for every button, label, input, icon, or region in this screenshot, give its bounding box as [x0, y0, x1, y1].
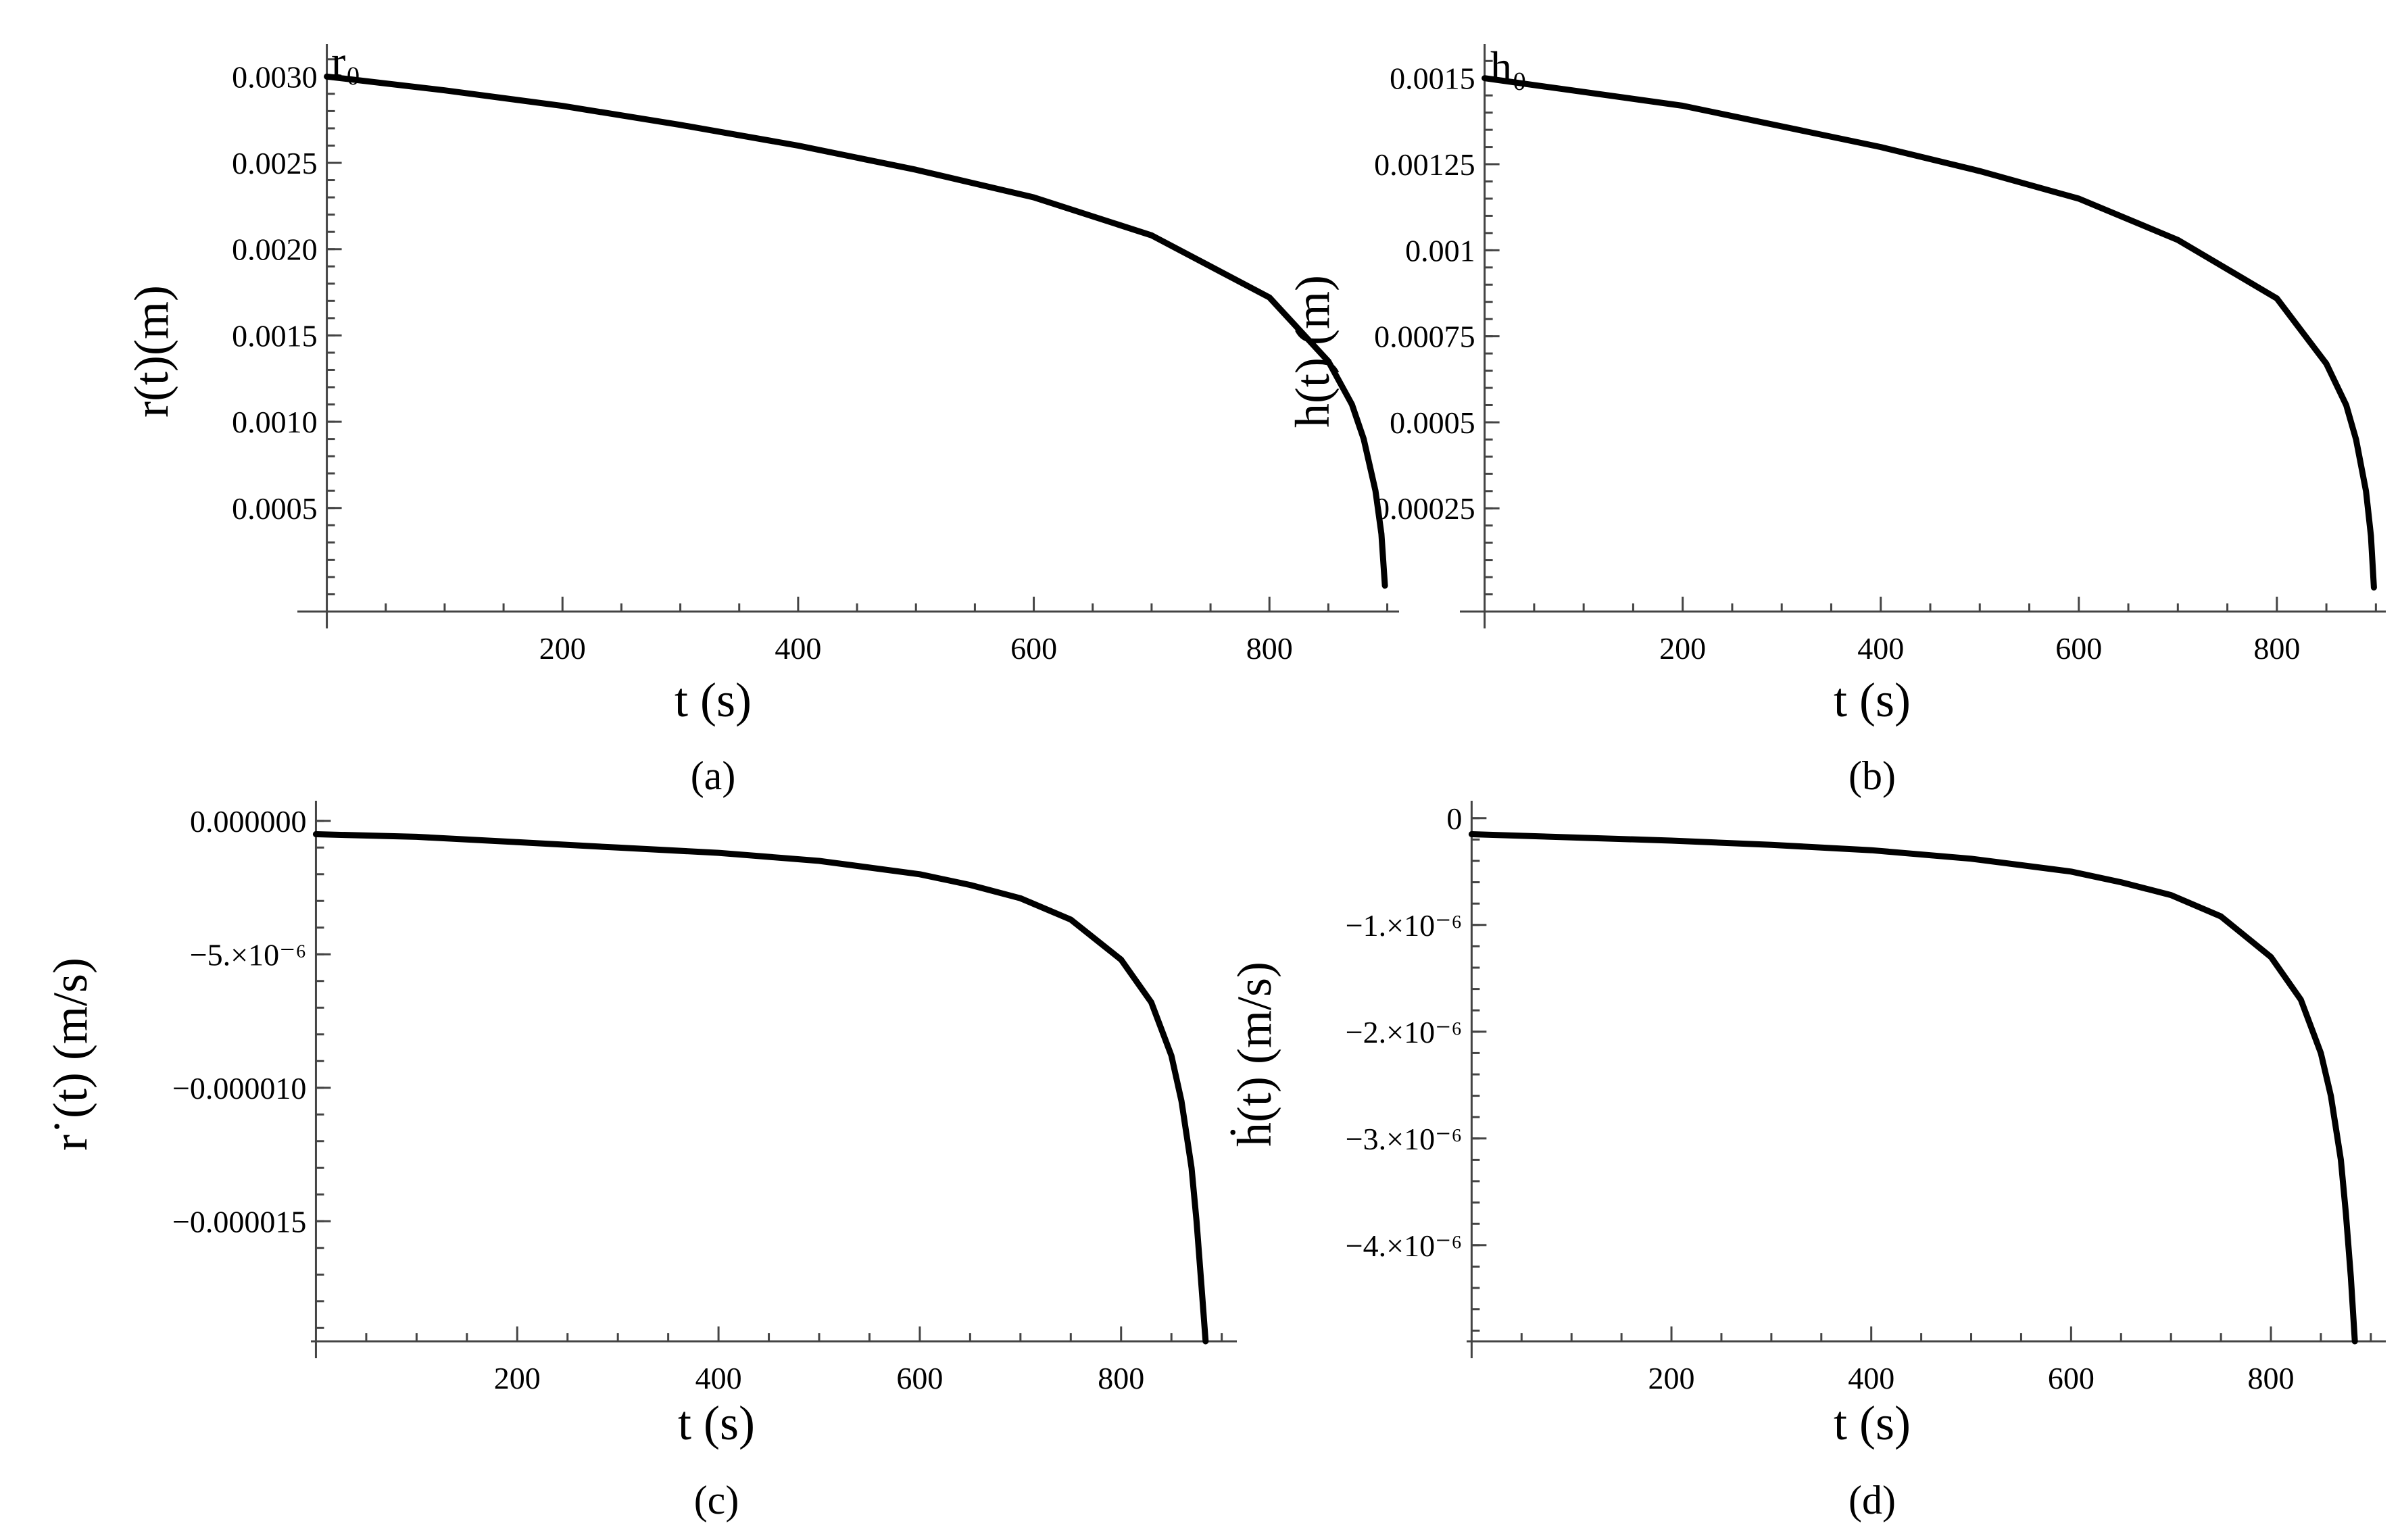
- series-line-a-0: [324, 73, 1388, 589]
- y-tick-label-c-2: −0.000010: [172, 1071, 306, 1106]
- y-tick-label-a-4: 0.0025: [232, 146, 318, 180]
- y-tick-label-b-0: 0.00025: [1374, 491, 1475, 526]
- series-line-b-0: [1481, 75, 2377, 591]
- y-tick-label-a-5: 0.0030: [232, 59, 318, 94]
- y-tick-label-c-0: 0.000000: [190, 804, 307, 839]
- x-tick-label-a-0: 200: [539, 631, 586, 666]
- x-tick-label-a-3: 800: [1246, 631, 1293, 666]
- x-tick-label-c-1: 400: [695, 1361, 742, 1395]
- x-axis-label-d: t (s): [1834, 1396, 1911, 1450]
- plot-area-d: 200 400 600 800 0 −1.×10⁻⁶ −2.×10⁻⁶ −3.×10⁻⁶ −4.…: [1346, 801, 2386, 1395]
- y-axis-label-b: h(t) (m): [1285, 275, 1340, 428]
- x-tick-label-b-1: 400: [1857, 631, 1904, 666]
- y-tick-label-d-4: −4.×10⁻⁶: [1346, 1228, 1463, 1263]
- x-tick-label-a-2: 600: [1010, 631, 1057, 666]
- x-tick-label-d-1: 400: [1848, 1361, 1894, 1395]
- corner-label-a: r₀: [331, 37, 361, 85]
- y-tick-label-b-5: 0.0015: [1390, 61, 1475, 96]
- y-tick-label-b-3: 0.001: [1405, 233, 1475, 268]
- x-axis-label-c: t (s): [678, 1396, 755, 1450]
- y-tick-label-b-1: 0.0005: [1390, 405, 1475, 440]
- x-tick-label-d-3: 800: [2248, 1361, 2295, 1395]
- x-tick-label-d-0: 200: [1648, 1361, 1695, 1395]
- y-tick-label-d-2: −2.×10⁻⁶: [1346, 1015, 1463, 1049]
- y-tick-label-a-1: 0.0010: [232, 405, 318, 439]
- panel-label-d: (d): [1848, 1478, 1896, 1522]
- panel-label-a: (a): [691, 753, 736, 798]
- x-axis-label-a: t (s): [675, 673, 752, 727]
- x-tick-label-a-1: 400: [775, 631, 821, 666]
- x-tick-label-b-2: 600: [2055, 631, 2102, 666]
- panel-a: 200 400 600 800 0.0005 0.0010 0.0015 0.0020 0.00…: [124, 37, 1399, 798]
- x-tick-label-c-0: 200: [494, 1361, 541, 1395]
- series-line-c-0: [312, 831, 1209, 1345]
- corner-label-b: h₀: [1490, 43, 1527, 91]
- y-tick-label-d-3: −3.×10⁻⁶: [1346, 1122, 1463, 1156]
- series-line-d-0: [1468, 831, 2358, 1345]
- panel-b: 200 400 600 800 0.00025 0.0005 0.00075 0.001 0.0…: [1285, 43, 2386, 798]
- y-tick-label-a-0: 0.0005: [232, 491, 318, 526]
- x-tick-label-b-0: 200: [1659, 631, 1706, 666]
- y-tick-label-d-0: 0: [1446, 801, 1462, 836]
- panel-label-c: (c): [694, 1478, 739, 1522]
- y-tick-label-c-3: −0.000015: [172, 1204, 306, 1239]
- x-tick-label-b-3: 800: [2253, 631, 2300, 666]
- plot-area-c: 200 400 600 800 0.000000 −5.×10⁻⁶ −0.000010 −0.…: [172, 801, 1237, 1395]
- plot-area-a: 200 400 600 800 0.0005 0.0010 0.0015 0.0020 0.00…: [232, 44, 1399, 666]
- x-tick-label-c-2: 600: [896, 1361, 943, 1395]
- panel-d: 200 400 600 800 0 −1.×10⁻⁶ −2.×10⁻⁶ −3.×10⁻⁶ −4.…: [1227, 801, 2386, 1522]
- y-tick-label-b-2: 0.00075: [1374, 320, 1475, 354]
- y-tick-label-c-1: −5.×10⁻⁶: [190, 937, 307, 972]
- y-tick-label-a-2: 0.0015: [232, 318, 318, 353]
- y-tick-label-d-1: −1.×10⁻⁶: [1346, 908, 1463, 943]
- x-tick-label-c-3: 800: [1098, 1361, 1144, 1395]
- panel-label-b: (b): [1848, 753, 1896, 798]
- y-axis-label-a: r(t)(m): [124, 285, 178, 418]
- panel-c: 200 400 600 800 0.000000 −5.×10⁻⁶ −0.000010 −0.…: [43, 801, 1237, 1522]
- plot-area-b: 200 400 600 800 0.00025 0.0005 0.00075 0.001 0.0…: [1374, 44, 2386, 666]
- x-tick-label-d-2: 600: [2048, 1361, 2095, 1395]
- y-axis-label-c: r˙(t) (m/s): [43, 958, 97, 1151]
- x-axis-label-b: t (s): [1834, 673, 1911, 727]
- y-tick-label-a-3: 0.0020: [232, 232, 318, 267]
- y-tick-label-b-4: 0.00125: [1374, 147, 1475, 182]
- y-axis-label-d: ḣ(t) (m/s): [1227, 962, 1281, 1147]
